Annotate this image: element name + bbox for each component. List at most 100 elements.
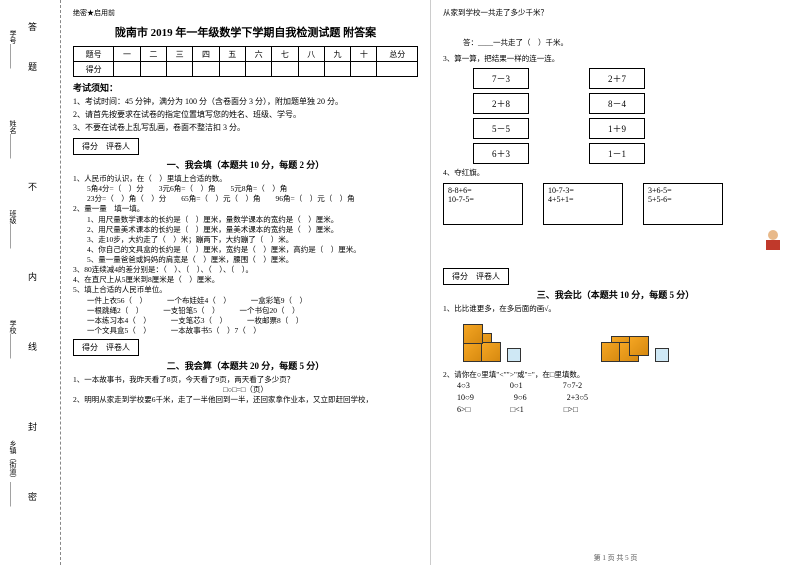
rule-item: 3、不要在试卷上乱写乱画，卷面不整洁扣 3 分。 — [73, 122, 418, 133]
flag-row: 8-8+6= 10-7-5= 10-7-3= 4+5+1= 3+6-5= 5+5… — [443, 183, 788, 225]
page-footer: 第 1 页 共 5 页 — [431, 553, 800, 563]
score-table: 题号 一 二 三 四 五 六 七 八 九 十 总分 得分 — [73, 46, 418, 77]
compare-item: 7○7-2 — [563, 380, 583, 392]
binding-hint: 答 — [28, 20, 40, 33]
q5-item: 一枚邮票8（ ） — [247, 316, 303, 326]
scorebox: 得分 评卷人 — [73, 339, 139, 356]
scorebox: 得分 评卷人 — [73, 138, 139, 155]
match-row: 6＋3 1－1 — [473, 143, 788, 164]
rule-item: 1、考试时间：45 分钟，满分为 100 分（含卷面分 3 分），附加题单独 2… — [73, 96, 418, 107]
flag-eq: 8-8+6= — [448, 186, 518, 195]
flag-box: 3+6-5= 5+5-6= — [643, 183, 723, 225]
section1-title: 一、我会填（本题共 10 分，每题 2 分） — [73, 158, 418, 171]
match-box: 6＋3 — [473, 143, 529, 164]
compare-block: 4○3 0○1 7○7-2 10○9 9○6 2+3○5 6>□ □<1 □>□ — [443, 380, 788, 416]
q2: 2、量一量 填一填。 — [73, 204, 418, 214]
scorebox-wrap: 得分 评卷人 — [443, 265, 788, 285]
q5-row: 一件上衣56（ ） 一个布娃娃4（ ） 一盒彩笔9（ ） — [73, 296, 418, 306]
hdr-cell: 总分 — [377, 47, 418, 62]
compare-item: 0○1 — [510, 380, 523, 392]
compare-item: 4○3 — [457, 380, 470, 392]
checkbox-icon — [655, 348, 669, 362]
rule-item: 2、请首先按要求在试卷的指定位置填写您的姓名、班级、学号。 — [73, 109, 418, 120]
paper-title: 陇南市 2019 年一年级数学下学期自我检测试题 附答案 — [73, 24, 418, 40]
table-row: 得分 — [74, 62, 418, 77]
hdr-cell: 七 — [272, 47, 298, 62]
compare-item: 6>□ — [457, 404, 470, 416]
q5-item: 一个文具盒5（ ） — [87, 326, 151, 336]
cube-group-left — [463, 322, 521, 362]
hdr-cell: 四 — [193, 47, 219, 62]
compare-item: 10○9 — [457, 392, 474, 404]
compare-item: □>□ — [564, 404, 578, 416]
cube-group-right — [601, 332, 669, 362]
score-label: 得分 — [74, 62, 114, 77]
cube-comparison — [463, 322, 788, 362]
table-row: 题号 一 二 三 四 五 六 七 八 九 十 总分 — [74, 47, 418, 62]
binding-label: 乡镇（街道）_______ — [8, 440, 18, 507]
hdr-cell: 一 — [114, 47, 140, 62]
hdr-cell: 二 — [140, 47, 166, 62]
q5-item: 一盒彩笔9（ ） — [251, 296, 307, 306]
compare-item: 2+3○5 — [567, 392, 588, 404]
compare-row: 10○9 9○6 2+3○5 — [457, 392, 788, 404]
s2q1-ans: □○□=□（页） — [73, 385, 418, 395]
left-column: 绝密★启用前 陇南市 2019 年一年级数学下学期自我检测试题 附答案 题号 一… — [61, 0, 431, 565]
page-root: 学号_______ 姓名_______ 班级_______ 学校_______ … — [0, 0, 800, 565]
q5-item: 一个书包20（ ） — [240, 306, 300, 316]
q1: 1、人民币的认识，在（ ）里填上合适的数。 — [73, 174, 418, 184]
flag-eq: 10-7-5= — [448, 195, 518, 204]
binding-label: 学号_______ — [8, 30, 18, 69]
match-row: 5－5 1＋9 — [473, 118, 788, 139]
q5-item: 一个布娃娃4（ ） — [167, 296, 231, 306]
binding-margin: 学号_______ 姓名_______ 班级_______ 学校_______ … — [0, 0, 61, 565]
q5-item: 一件上衣56（ ） — [87, 296, 147, 306]
hdr-cell: 十 — [351, 47, 377, 62]
question-text: 1、人民币的认识，在（ ）里填上合适的数。 5角4分=（ ）分 3元6角=（ ）… — [73, 174, 418, 336]
flag-box: 10-7-3= 4+5+1= — [543, 183, 623, 225]
section3-title: 三、我会比（本题共 10 分，每题 5 分） — [443, 288, 788, 301]
cartoon-icon — [762, 230, 784, 252]
match-box: 5－5 — [473, 118, 529, 139]
match-row: 7－3 2＋7 — [473, 68, 788, 89]
q2-line: 3、走10步，大约走了（ ）米；蹦两下，大约蹦了（ ）米。 — [73, 235, 418, 245]
s2q2b: 从家到学校一共走了多少千米？ — [443, 8, 788, 18]
flag-eq: 4+5+1= — [548, 195, 618, 204]
binding-hint: 封 — [28, 420, 40, 433]
hdr-cell: 题号 — [74, 47, 114, 62]
compare-item: 9○6 — [514, 392, 527, 404]
binding-hint: 不 — [28, 180, 40, 193]
question-text: 1、一本故事书，我昨天看了8页，今天看了9页，两天看了多少页？ □○□=□（页）… — [73, 375, 418, 405]
flag-eq: 10-7-3= — [548, 186, 618, 195]
binding-hint: 内 — [28, 270, 40, 283]
q5-item: 一支铅笔5（ ） — [163, 306, 219, 316]
match-box: 2＋7 — [589, 68, 645, 89]
hdr-cell: 六 — [245, 47, 271, 62]
q5-item: 一本练习本4（ ） — [87, 316, 151, 326]
s2q2: 2、明明从家走到学校要6千米，走了一半他回到一半，还回家拿作业本，又立即赶回学校… — [73, 395, 418, 405]
hdr-cell: 五 — [219, 47, 245, 62]
hdr-cell: 九 — [324, 47, 350, 62]
q5: 5、填上合适的人民币单位。 — [73, 285, 418, 295]
q2-line: 1、用尺量数学课本的长约是（ ）厘米，量数学课本的宽约是（ ）厘米。 — [73, 215, 418, 225]
q2-line: 4、你自己的文具盒的长约是（ ）厘米，宽约是（ ）厘米，高约是（ ）厘米。 — [73, 245, 418, 255]
q5-item: 一根跳绳2（ ） — [87, 306, 143, 316]
scorebox: 得分 评卷人 — [443, 268, 509, 285]
hdr-cell: 三 — [166, 47, 192, 62]
secret-label: 绝密★启用前 — [73, 8, 418, 18]
match-box: 1－1 — [589, 143, 645, 164]
q4: 4、在直尺上从5厘米到8厘米是（ ）厘米。 — [73, 275, 418, 285]
s3q1: 1、比比谁更多，在多后面的画√。 — [443, 304, 788, 314]
s2q2-ans: 答：____一共走了（ ）千米。 — [463, 38, 788, 48]
checkbox-icon — [507, 348, 521, 362]
s2q4: 4、夺红旗。 — [443, 168, 788, 178]
q3: 3、80连续减4的差分别是：（ ）、（ ）、（ ）、（ ）。 — [73, 265, 418, 275]
rules-title: 考试须知： — [73, 81, 418, 94]
match-box: 1＋9 — [589, 118, 645, 139]
q2-line: 5、量一量爸爸或妈妈的肩宽是（ ）厘米，腰围（ ）厘米。 — [73, 255, 418, 265]
binding-label: 姓名_______ — [8, 120, 18, 159]
q2-line: 2、用尺量美术课本的长约是（ ）厘米，量美术课本的宽约是（ ）厘米。 — [73, 225, 418, 235]
compare-row: 6>□ □<1 □>□ — [457, 404, 788, 416]
right-column: 从家到学校一共走了多少千米？ 答：____一共走了（ ）千米。 3、算一算，把结… — [431, 0, 800, 565]
q5-row: 一根跳绳2（ ） 一支铅笔5（ ） 一个书包20（ ） — [73, 306, 418, 316]
